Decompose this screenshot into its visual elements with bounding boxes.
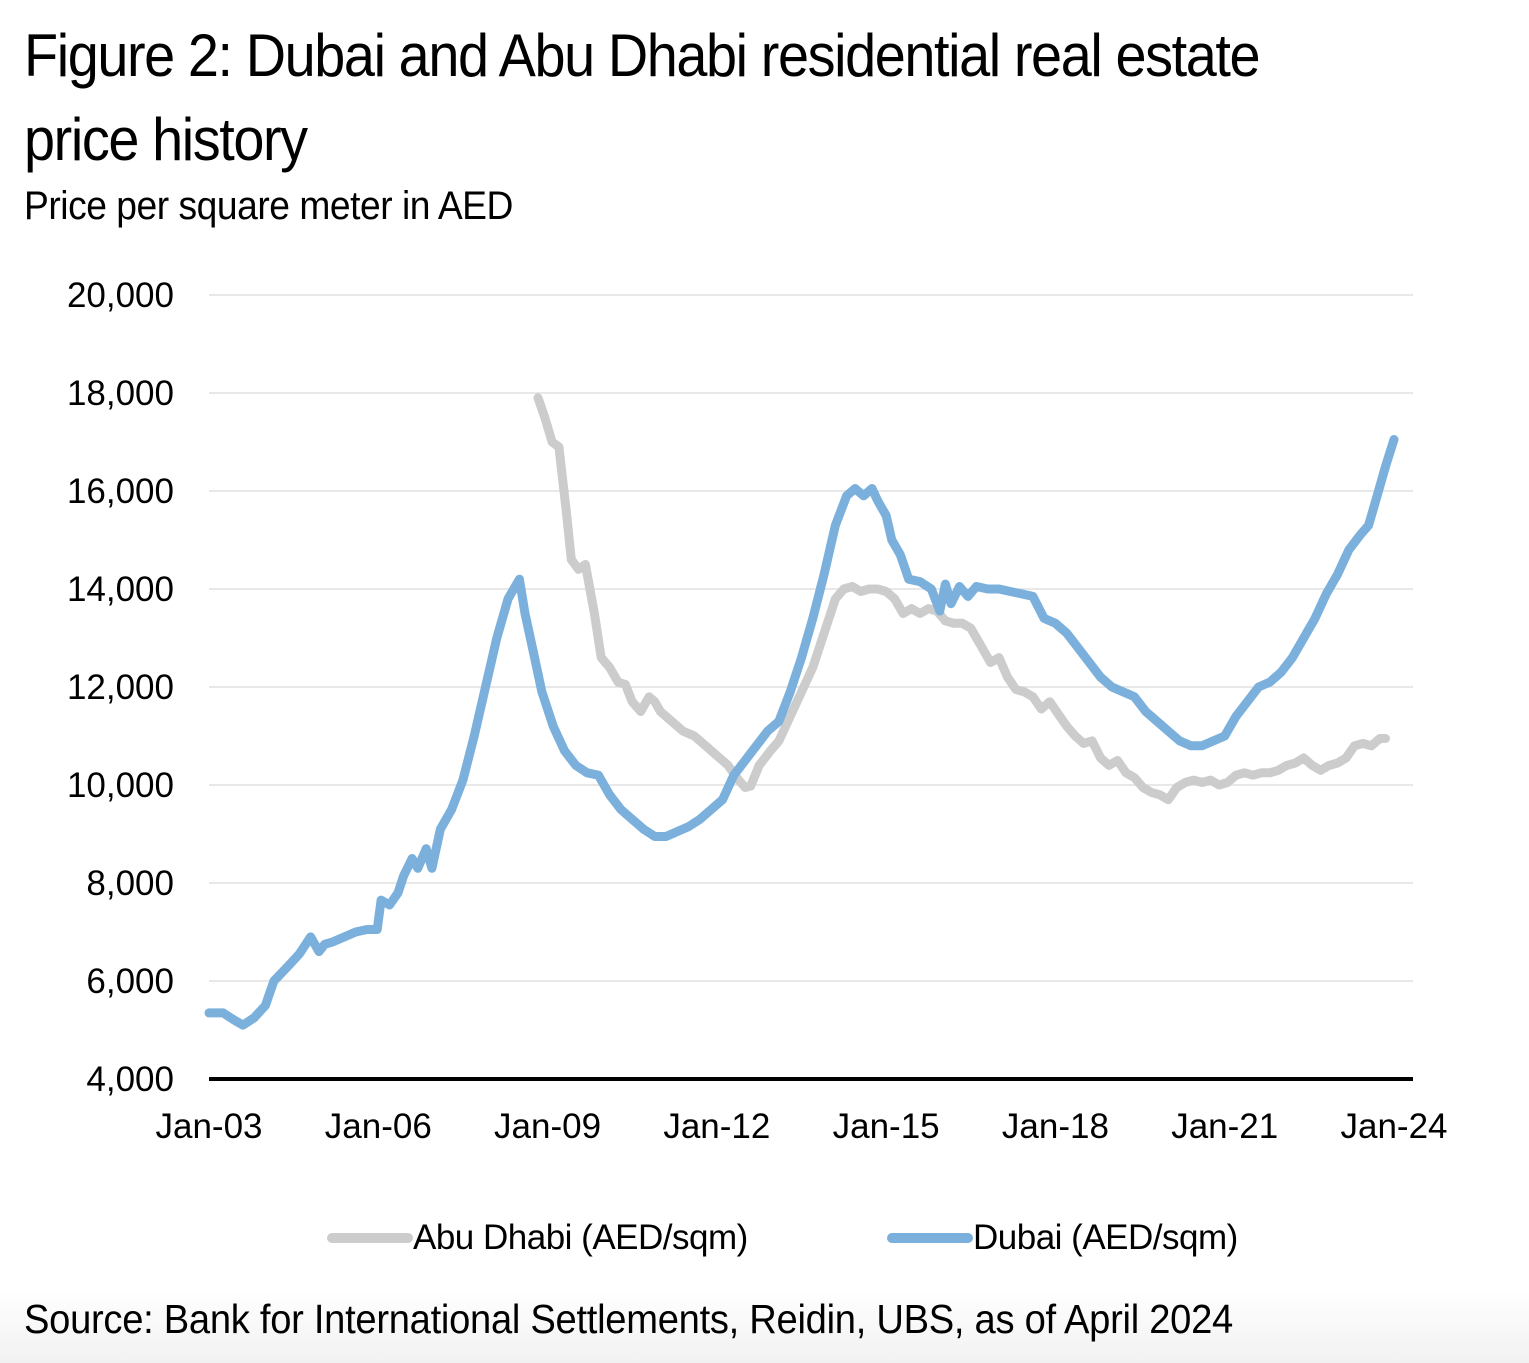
- legend-label-abu-dhabi: Abu Dhabi (AED/sqm): [413, 1218, 748, 1257]
- series-line-abu-dhabi: [533, 393, 1390, 805]
- legend: Abu Dhabi (AED/sqm) Dubai (AED/sqm): [0, 1218, 1529, 1268]
- y-axis-tick-labels: 4,000 6,000 8,000 10,000 12,000 14,000 16,000 1…: [67, 276, 174, 1099]
- footer-background: [0, 1290, 1529, 1363]
- series-lines: [204, 393, 1399, 1030]
- x-tick-label: Jan-03: [155, 1107, 262, 1146]
- chart-subtitle: Price per square meter in AED: [24, 184, 513, 228]
- gridlines: [209, 294, 1413, 982]
- y-tick-label: 8,000: [86, 864, 174, 903]
- source-note: Source: Bank for International Settlemen…: [24, 1296, 1233, 1342]
- y-tick-label: 20,000: [67, 276, 174, 315]
- legend-item-abu-dhabi[interactable]: Abu Dhabi (AED/sqm): [327, 1218, 748, 1258]
- x-axis-tick-labels: Jan-03 Jan-06 Jan-09 Jan-12 Jan-15 Jan-18 Jan-…: [155, 1107, 1447, 1146]
- y-tick-label: 4,000: [86, 1060, 174, 1099]
- y-tick-label: 18,000: [67, 374, 174, 413]
- y-tick-label: 16,000: [67, 472, 174, 511]
- line-chart: 4,000 6,000 8,000 10,000 12,000 14,000 16,000 1…: [67, 276, 1448, 1146]
- x-tick-label: Jan-18: [1002, 1107, 1109, 1146]
- y-tick-label: 12,000: [67, 668, 174, 707]
- x-tick-label: Jan-24: [1340, 1107, 1447, 1146]
- y-tick-label: 6,000: [86, 962, 174, 1001]
- x-tick-label: Jan-21: [1171, 1107, 1278, 1146]
- x-tick-label: Jan-09: [494, 1107, 601, 1146]
- x-tick-label: Jan-15: [833, 1107, 940, 1146]
- x-tick-label: Jan-06: [325, 1107, 432, 1146]
- x-tick-label: Jan-12: [663, 1107, 770, 1146]
- legend-swatch-abu-dhabi: [327, 1233, 413, 1243]
- legend-swatch-dubai: [887, 1233, 973, 1243]
- legend-item-dubai[interactable]: Dubai (AED/sqm): [887, 1218, 1238, 1258]
- y-tick-label: 14,000: [67, 570, 174, 609]
- series-line-dubai: [204, 435, 1399, 1030]
- y-tick-label: 10,000: [67, 766, 174, 805]
- chart-title: Figure 2: Dubai and Abu Dhabi residentia…: [24, 22, 1260, 173]
- legend-label-dubai: Dubai (AED/sqm): [973, 1218, 1238, 1257]
